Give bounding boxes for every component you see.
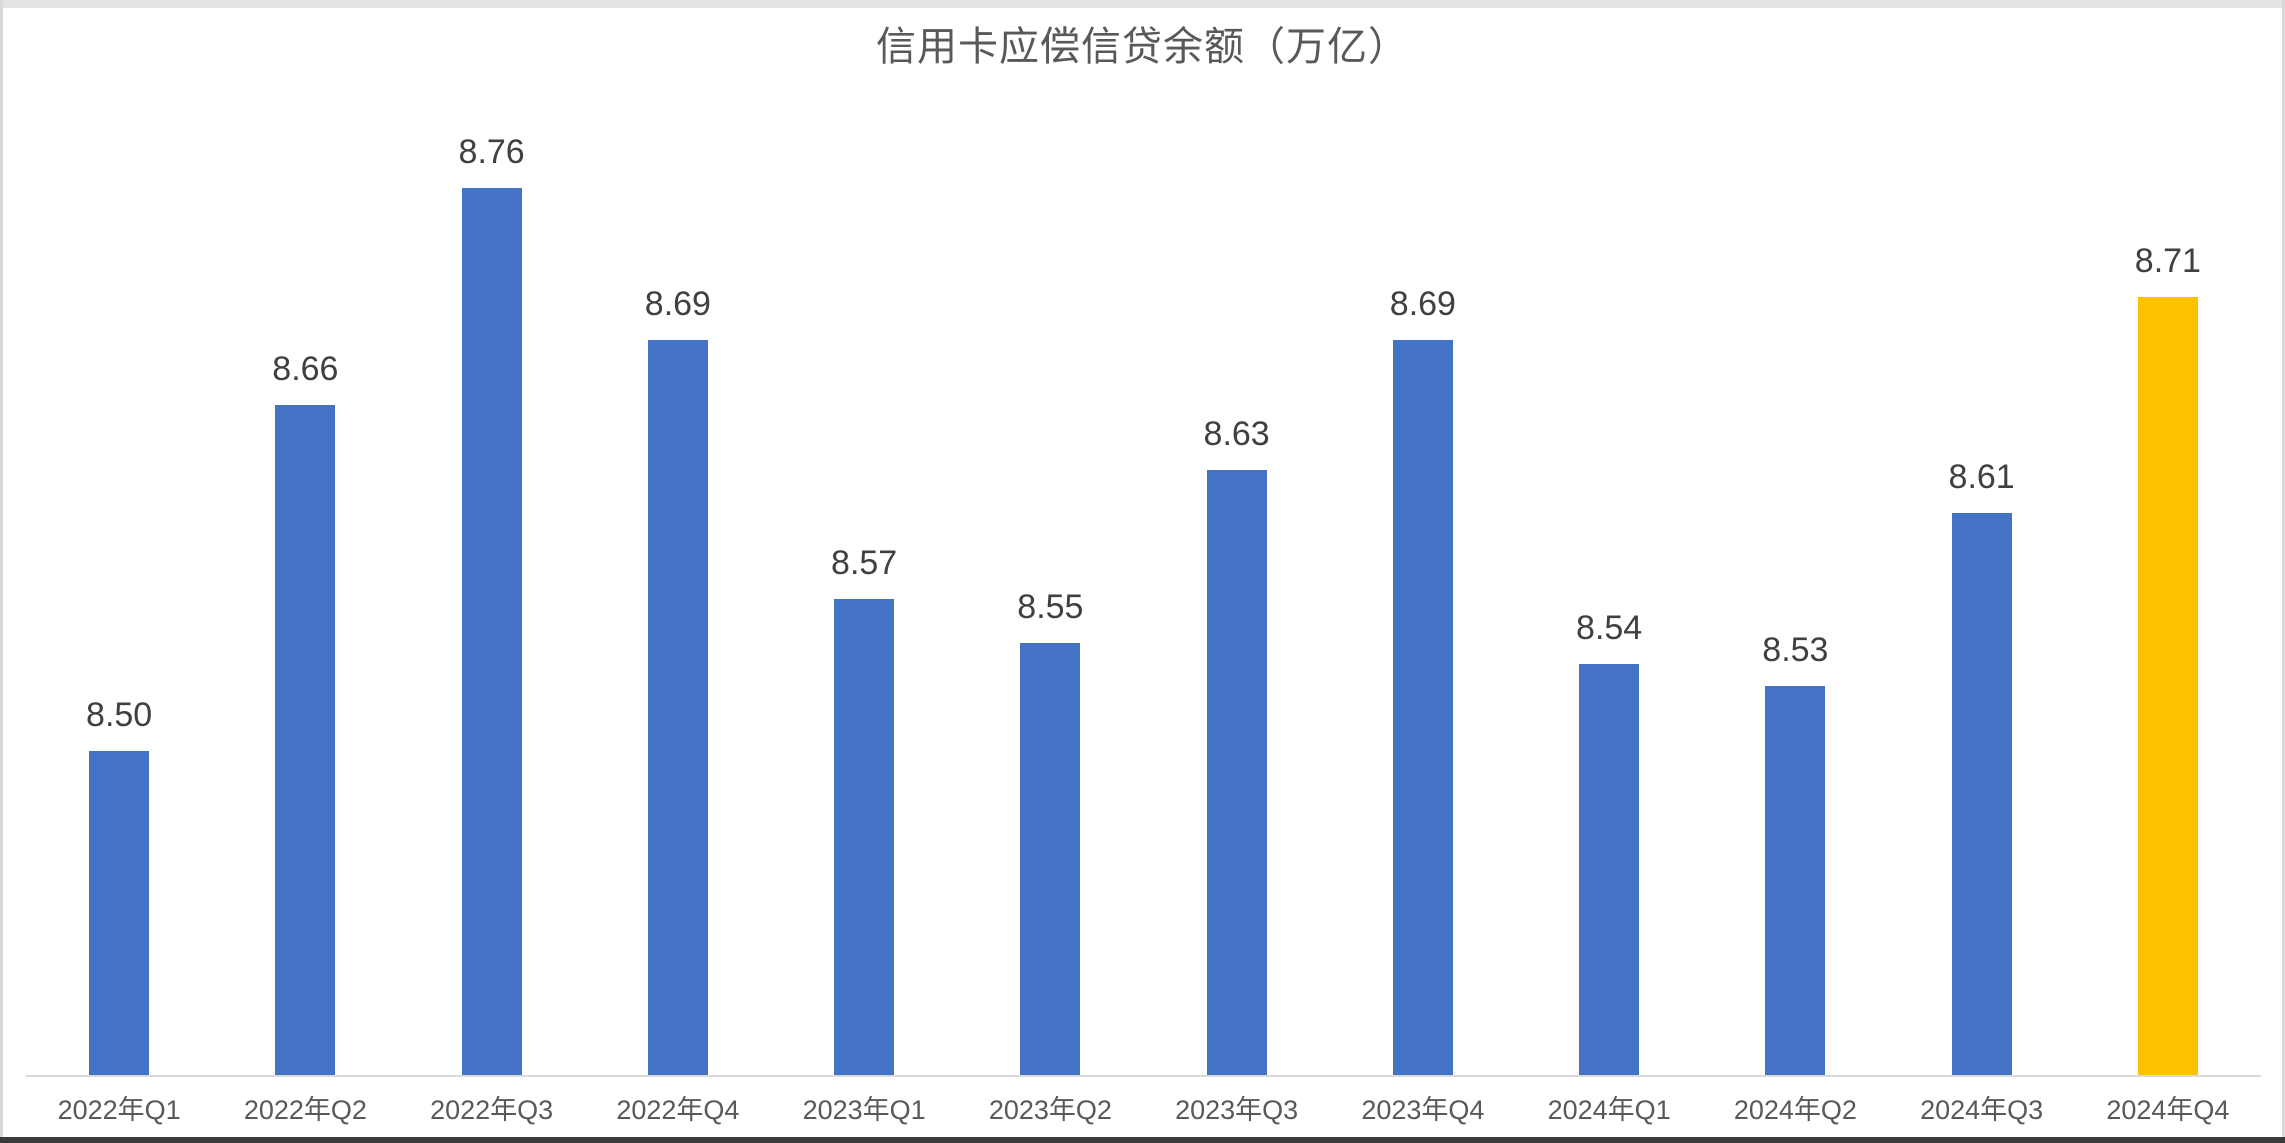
bar: [1206, 470, 1267, 1075]
x-axis-label: 2024年Q4: [2106, 1095, 2230, 1125]
canvas-top-edge: [0, 0, 2285, 8]
x-axis-label: 2022年Q2: [243, 1095, 367, 1125]
bar-slot: 8.69: [1330, 130, 1516, 1075]
bar-slot: 8.71: [2075, 130, 2261, 1075]
canvas-left-edge: [0, 0, 3, 1143]
bar-value-label: 8.63: [1203, 415, 1270, 453]
bar: [1392, 340, 1453, 1075]
bar: [1020, 643, 1081, 1075]
bar-value-label: 8.53: [1762, 631, 1829, 669]
canvas-bottom-edge: [0, 1137, 2285, 1143]
x-axis-label: 2023年Q3: [1175, 1095, 1299, 1125]
x-axis-label: 2023年Q4: [1361, 1095, 1485, 1125]
x-axis-label: 2023年Q2: [988, 1095, 1112, 1125]
bar-slot: 8.69: [585, 130, 771, 1075]
bar: [1579, 664, 1640, 1075]
bar: [275, 405, 336, 1075]
bar-value-label: 8.69: [1389, 285, 1456, 323]
bar-value-label: 8.71: [2134, 242, 2201, 280]
bar-value-label: 8.61: [1948, 458, 2015, 496]
bar-slot: 8.55: [957, 130, 1143, 1075]
x-axis-labels: 2022年Q1 2022年Q2 2022年Q3 2022年Q4 2023年Q1 2023年…: [26, 1088, 2261, 1127]
x-axis-label: 2022年Q4: [616, 1095, 740, 1125]
chart-title: 信用卡应偿信贷余额（万亿）: [876, 25, 1409, 69]
bar-slot: 8.57: [771, 130, 957, 1075]
bar: [1765, 686, 1826, 1075]
x-axis-label: 2024年Q3: [1920, 1095, 2044, 1125]
bar-value-label: 8.55: [1017, 588, 1084, 626]
bar-slot: 8.50: [26, 130, 212, 1075]
x-axis-label: 2022年Q1: [57, 1095, 181, 1125]
plot-area: 8.50 8.66 8.76 8.69 8.57 8.55 8.63 8.69 8.54 8.53…: [26, 130, 2261, 1075]
bar-slot: 8.61: [1889, 130, 2075, 1075]
bar-value-label: 8.54: [1576, 609, 1643, 647]
bar: [89, 751, 150, 1075]
bar-slot: 8.54: [1516, 130, 1702, 1075]
bar: [461, 188, 522, 1075]
x-axis-label: 2024年Q1: [1547, 1095, 1671, 1125]
bar-slot: 8.66: [212, 130, 398, 1075]
bar-value-label: 8.76: [458, 133, 525, 171]
bar: [1951, 513, 2012, 1075]
x-axis-label: 2024年Q2: [1733, 1095, 1857, 1125]
bar-slot: 8.53: [1702, 130, 1888, 1075]
x-axis-label: 2023年Q1: [802, 1095, 926, 1125]
bar-value-label: 8.50: [86, 696, 153, 734]
bar-value-label: 8.66: [272, 350, 339, 388]
bar-value-label: 8.69: [644, 285, 711, 323]
bar-slot: 8.63: [1144, 130, 1330, 1075]
bar: [647, 340, 708, 1075]
bar-highlighted: [2137, 297, 2198, 1075]
bar: [834, 599, 895, 1075]
bar-value-label: 8.57: [831, 544, 898, 582]
x-axis-line: [26, 1075, 2261, 1077]
canvas-right-edge: [2282, 0, 2285, 1143]
x-axis-label: 2022年Q3: [430, 1095, 554, 1125]
bar-slot: 8.76: [399, 130, 585, 1075]
